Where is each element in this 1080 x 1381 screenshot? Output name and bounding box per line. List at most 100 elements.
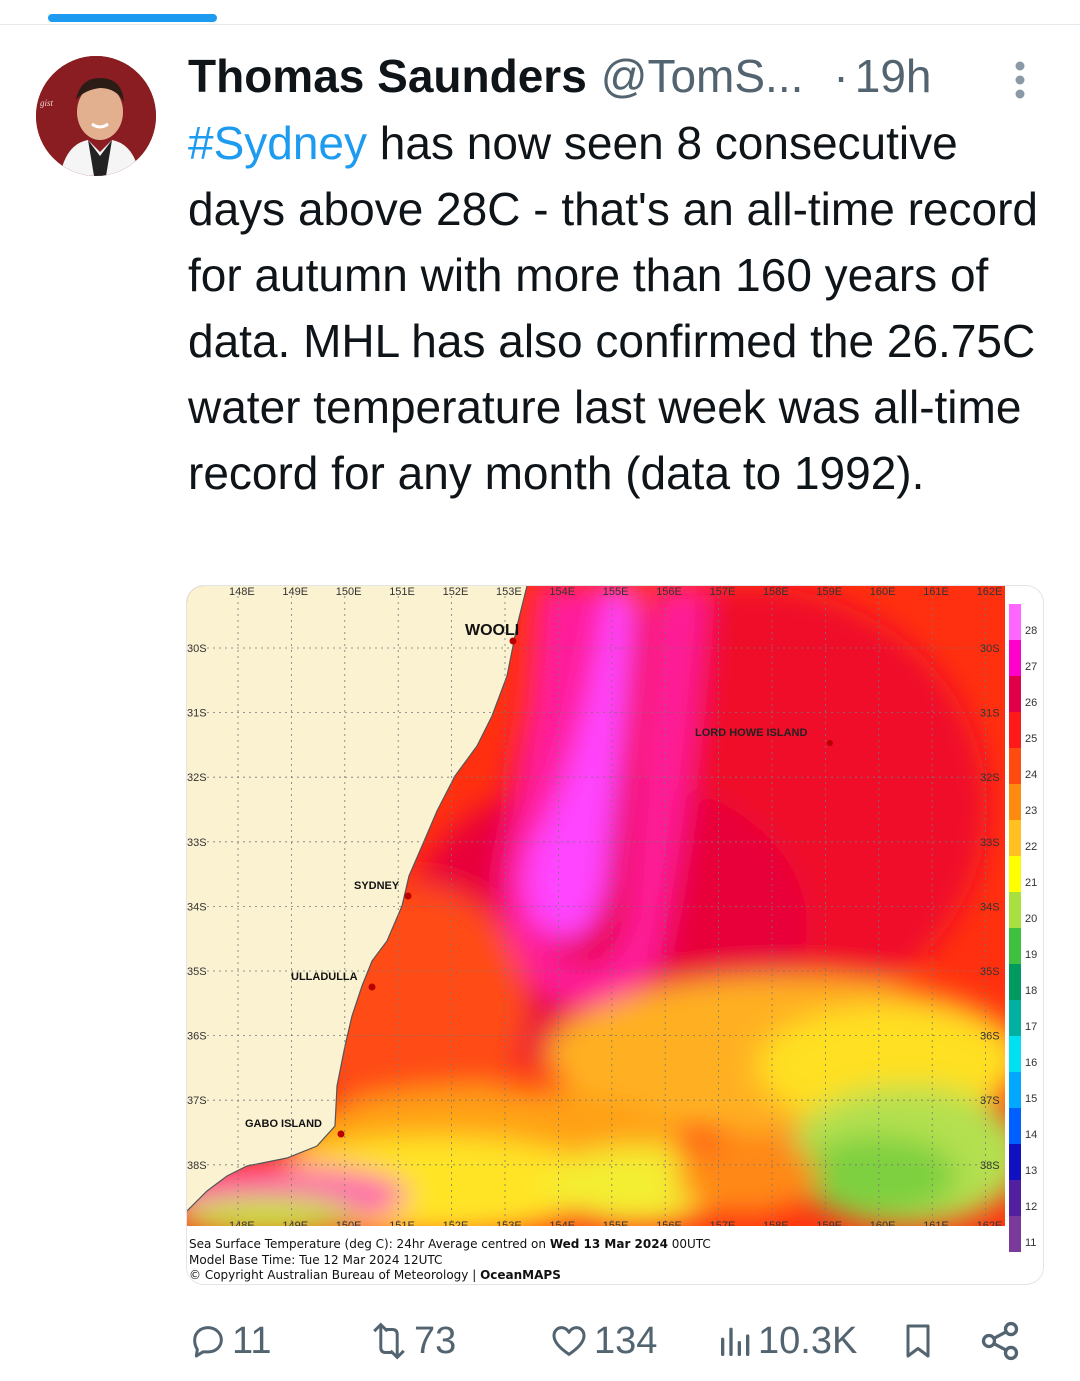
lat-tick-label-right: 30S	[980, 643, 1000, 655]
lat-tick-label-right: 37S	[980, 1095, 1000, 1107]
colour-scale-swatch	[1009, 964, 1021, 1000]
views-chart-icon	[721, 1327, 750, 1356]
lon-tick-label-top: 161E	[923, 586, 949, 598]
avatar-badge-text: gist	[40, 98, 54, 108]
lat-tick-label-left: 37S	[187, 1095, 207, 1107]
divider	[0, 24, 1080, 25]
colour-scale-label: 22	[1025, 841, 1037, 853]
heart-icon	[552, 1326, 586, 1356]
lon-tick-label-top: 154E	[549, 586, 575, 598]
caption-line-1: Sea Surface Temperature (deg C): 24hr Av…	[189, 1237, 711, 1251]
repost-button[interactable]: 73	[366, 1308, 456, 1374]
separator-dot: ·	[833, 50, 849, 102]
author-handle[interactable]: @TomS...	[600, 50, 804, 102]
caption-line-3: © Copyright Australian Bureau of Meteoro…	[189, 1268, 561, 1282]
lon-tick-label-top: 155E	[603, 586, 629, 598]
lat-tick-label-right: 36S	[980, 1031, 1000, 1043]
lon-tick-label-top: 149E	[282, 586, 308, 598]
lat-tick-label-left: 32S	[187, 772, 207, 784]
tweet-header: Thomas Saunders @TomS... · 19h	[188, 44, 1048, 108]
colour-scale-label: 24	[1025, 769, 1037, 781]
lon-tick-label-top: 150E	[336, 586, 362, 598]
colour-scale-swatch	[1009, 928, 1021, 964]
lat-tick-label-left: 38S	[187, 1160, 207, 1172]
place-label-gabo: GABO ISLAND	[245, 1118, 322, 1130]
bookmark-button[interactable]	[898, 1308, 938, 1374]
colour-scale-label: 27	[1025, 661, 1037, 673]
place-label-lord-howe: LORD HOWE ISLAND	[695, 727, 807, 739]
more-options-icon[interactable]	[1008, 58, 1032, 102]
colour-scale-swatch	[1009, 820, 1021, 856]
lon-tick-label-top: 157E	[710, 586, 736, 598]
place-label-sydney: SYDNEY	[354, 880, 400, 892]
colour-scale-swatch	[1009, 712, 1021, 748]
place-label-ulladulla: ULLADULLA	[291, 971, 358, 983]
author-name[interactable]: Thomas Saunders	[188, 50, 587, 102]
share-button[interactable]	[978, 1308, 1022, 1374]
colour-scale-swatch	[1009, 1072, 1021, 1108]
colour-scale-swatch	[1009, 892, 1021, 928]
lat-tick-label-right: 32S	[980, 772, 1000, 784]
lon-tick-label-top: 148E	[229, 586, 255, 598]
lat-tick-label-left: 35S	[187, 966, 207, 978]
colour-scale-label: 28	[1025, 625, 1037, 637]
colour-scale-swatch	[1009, 1144, 1021, 1180]
hashtag-link[interactable]: #Sydney	[188, 117, 368, 169]
lat-tick-label-left: 31S	[187, 708, 207, 720]
place-dot-wooli	[509, 637, 517, 645]
place-label-wooli: WOOLI	[465, 622, 519, 639]
tweet-media-sst-map[interactable]: WOOLI LORD HOWE ISLAND SYDNEY ULLADULLA …	[186, 585, 1044, 1285]
lat-tick-label-left: 33S	[187, 837, 207, 849]
colour-scale-label: 23	[1025, 805, 1037, 817]
colour-scale-label: 12	[1025, 1201, 1037, 1213]
colour-scale-label: 19	[1025, 949, 1037, 961]
place-dot-ulladulla	[368, 983, 376, 991]
place-markers: WOOLI LORD HOWE ISLAND SYDNEY ULLADULLA …	[245, 622, 833, 1138]
like-button[interactable]: 134	[548, 1308, 657, 1374]
colour-scale-label: 21	[1025, 877, 1037, 889]
timestamp[interactable]: 19h	[854, 50, 932, 102]
lat-tick-label-right: 31S	[980, 708, 1000, 720]
lon-tick-label-top: 152E	[443, 586, 469, 598]
colour-scale-swatch	[1009, 856, 1021, 892]
colour-scale-swatch	[1009, 1000, 1021, 1036]
avatar[interactable]: gist	[36, 56, 156, 176]
share-icon	[981, 1321, 1019, 1361]
tweet-body: has now seen 8 consecutive days above 28…	[188, 117, 1038, 499]
colour-scale-label: 18	[1025, 985, 1037, 997]
tweet-text: #Sydney has now seen 8 consecutive days …	[188, 110, 1058, 506]
active-tab-indicator	[48, 14, 217, 22]
colour-scale-swatch	[1009, 1216, 1021, 1252]
lat-tick-label-right: 38S	[980, 1160, 1000, 1172]
like-count: 134	[594, 1319, 658, 1362]
colour-scale-label: 20	[1025, 913, 1037, 925]
colour-scale-swatch	[1009, 676, 1021, 712]
place-dot-lord-howe	[827, 740, 833, 746]
lon-tick-label-top: 156E	[656, 586, 682, 598]
lon-tick-label-top: 160E	[870, 586, 896, 598]
lat-tick-label-right: 34S	[980, 901, 1000, 913]
colour-scale-label: 11	[1025, 1237, 1036, 1249]
lat-tick-label-right: 33S	[980, 837, 1000, 849]
colour-scale-swatch	[1009, 640, 1021, 676]
bookmark-icon	[906, 1324, 930, 1358]
place-dot-sydney	[404, 892, 412, 900]
tweet-actions: 11 73 134 10.3K	[0, 1308, 1080, 1374]
colour-scale-swatch	[1009, 1180, 1021, 1216]
colour-scale-swatch	[1009, 1036, 1021, 1072]
colour-scale-label: 17	[1025, 1021, 1037, 1033]
colour-scale-swatch	[1009, 748, 1021, 784]
lon-tick-label-top: 162E	[977, 586, 1003, 598]
views-button[interactable]: 10.3K	[716, 1308, 857, 1374]
lon-tick-label-top: 159E	[816, 586, 842, 598]
colour-scale-label: 14	[1025, 1129, 1037, 1141]
lon-tick-label-top: 153E	[496, 586, 522, 598]
colour-scale-swatch	[1009, 784, 1021, 820]
reply-count: 11	[232, 1319, 272, 1362]
lat-tick-label-left: 30S	[187, 643, 207, 655]
reply-icon	[193, 1326, 223, 1358]
place-dot-gabo	[337, 1130, 345, 1138]
lon-tick-label-top: 158E	[763, 586, 789, 598]
reply-button[interactable]: 11	[188, 1308, 271, 1374]
lat-tick-label-right: 35S	[980, 966, 1000, 978]
